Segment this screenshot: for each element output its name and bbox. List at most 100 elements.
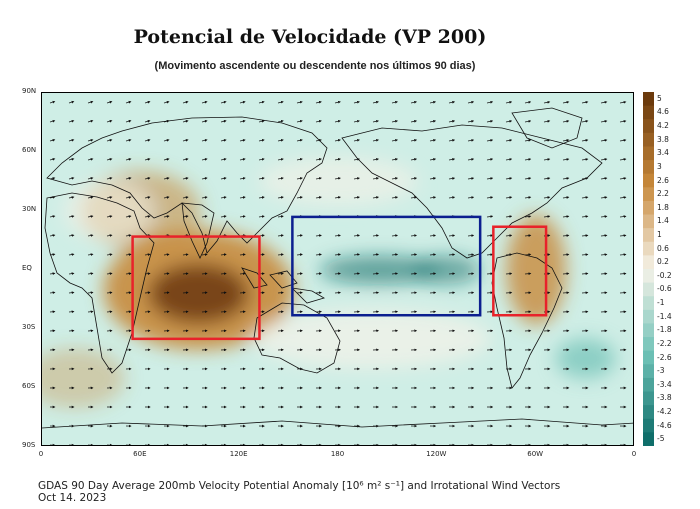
wind-vector <box>49 157 56 161</box>
wind-vector <box>49 196 56 199</box>
wind-vector <box>562 119 570 123</box>
anomaly-blob-10 <box>258 156 419 207</box>
wind-vector <box>106 119 113 123</box>
wind-vector <box>486 138 494 142</box>
colorbar-tick-label: -0.6 <box>657 284 672 294</box>
colorbar-tick-label: 0.6 <box>657 243 669 253</box>
wind-vector <box>163 253 170 256</box>
colorbar-tick-label: 1 <box>657 229 662 239</box>
wind-vector <box>619 253 627 257</box>
wind-vector <box>486 158 494 161</box>
wind-vector <box>201 177 208 180</box>
anomaly-blob-4 <box>319 256 440 284</box>
wind-vector <box>391 138 399 142</box>
footer-caption-line1: GDAS 90 Day Average 200mb Velocity Poten… <box>38 480 561 492</box>
wind-vector <box>182 291 189 295</box>
wind-vector <box>600 215 608 218</box>
wind-vector <box>201 100 208 104</box>
wind-vector <box>296 177 303 180</box>
wind-vector <box>524 234 532 237</box>
wind-vector <box>486 119 494 123</box>
colorbar-segment <box>643 241 654 256</box>
wind-vector <box>562 100 570 104</box>
wind-vector <box>334 119 341 123</box>
wind-vector <box>429 138 437 142</box>
page-subtitle: (Movimento ascendente ou descendente nos… <box>154 60 476 72</box>
wind-vector <box>277 119 284 123</box>
wind-vector <box>410 100 418 104</box>
colorbar-segment <box>643 377 654 393</box>
wind-vector <box>600 119 608 123</box>
wind-vector <box>144 272 151 276</box>
wind-vector <box>505 215 513 218</box>
wind-vector <box>619 158 627 161</box>
wind-vector <box>524 158 532 161</box>
lon-label: 180 <box>330 450 345 458</box>
wind-vector <box>619 196 627 199</box>
wind-vector <box>334 253 341 257</box>
wind-vector <box>619 119 627 123</box>
wind-vector <box>87 215 94 218</box>
wind-vector <box>448 177 456 180</box>
wind-vector <box>106 253 113 256</box>
wind-vector <box>372 100 379 104</box>
wind-vector <box>581 158 589 161</box>
wind-vector <box>106 196 113 199</box>
wind-vector <box>467 138 475 142</box>
colorbar-segment <box>643 228 654 243</box>
wind-vector <box>106 291 113 295</box>
wind-vector <box>562 138 570 142</box>
wind-vector <box>315 100 322 104</box>
anomaly-blob-6 <box>251 308 492 369</box>
wind-vector <box>201 157 208 161</box>
wind-vector <box>68 234 75 237</box>
wind-vector <box>163 291 170 295</box>
wind-vector <box>277 253 284 257</box>
wind-vector <box>296 253 303 257</box>
wind-vector <box>543 100 551 104</box>
wind-vector <box>277 215 284 218</box>
wind-vector <box>581 196 589 199</box>
page-title: Potencial de Velocidade (VP 200) <box>133 26 487 48</box>
irrotational-wind-vectors <box>49 100 627 445</box>
colorbar-tick-label: 4.2 <box>657 121 669 131</box>
wind-vector <box>220 196 227 199</box>
wind-vector <box>467 119 475 123</box>
wind-vector <box>277 138 284 142</box>
wind-vector <box>353 272 360 276</box>
lon-label: 120E <box>229 450 248 458</box>
wind-vector <box>125 234 132 237</box>
wind-vector <box>315 177 322 180</box>
wind-vector <box>543 158 551 161</box>
colorbar-tick-label: -3 <box>657 366 665 376</box>
wind-vector <box>581 119 589 123</box>
wind-vector <box>486 196 494 199</box>
colorbar-tick-label: -3.8 <box>657 393 672 403</box>
colorbar-tick-label: -0.2 <box>657 270 672 280</box>
wind-vector <box>296 158 303 161</box>
wind-vector <box>201 253 208 256</box>
footer-caption: GDAS 90 Day Average 200mb Velocity Poten… <box>38 480 560 504</box>
wind-vector <box>334 234 341 237</box>
wind-vector <box>600 234 608 237</box>
wind-vector <box>448 272 456 276</box>
wind-vector <box>68 215 75 218</box>
wind-vector <box>353 138 360 142</box>
wind-vector <box>106 177 113 180</box>
wind-vector <box>391 196 399 199</box>
wind-vector <box>239 119 246 123</box>
wind-vector <box>524 177 532 180</box>
colorbar-segment <box>643 405 654 420</box>
wind-vector <box>315 234 322 237</box>
wind-vector <box>239 177 246 180</box>
wind-vector <box>201 196 208 199</box>
wind-vector <box>182 138 189 142</box>
wind-vector <box>49 138 56 142</box>
wind-vector <box>391 272 399 276</box>
wind-vector <box>581 272 589 276</box>
colorbar-segment <box>643 160 654 175</box>
wind-vector <box>87 100 94 104</box>
wind-vector <box>581 234 589 237</box>
wind-vector <box>391 119 398 123</box>
lat-label: 30S <box>22 323 36 331</box>
